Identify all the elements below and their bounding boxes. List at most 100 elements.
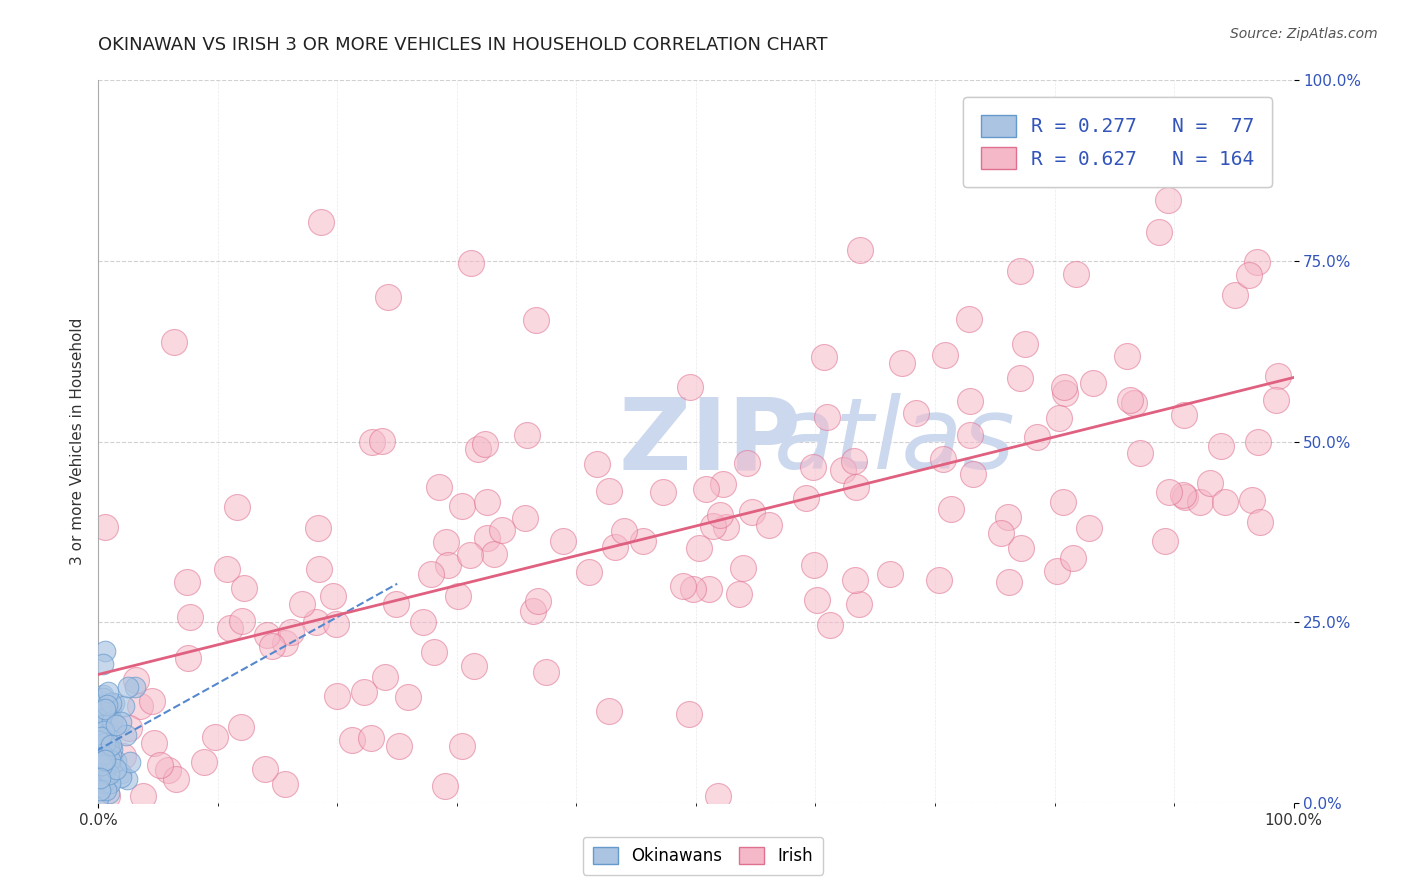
Point: [396, 690, 419, 704]
Point: [1249, 515, 1271, 529]
Text: OKINAWAN VS IRISH 3 OR MORE VEHICLES IN HOUSEHOLD CORRELATION CHART: OKINAWAN VS IRISH 3 OR MORE VEHICLES IN …: [98, 36, 828, 54]
Point: [475, 495, 498, 509]
Point: [260, 640, 283, 654]
Point: [905, 406, 928, 420]
Point: [91, 753, 114, 767]
Point: [141, 694, 163, 708]
Point: [326, 689, 349, 703]
Point: [451, 739, 474, 753]
Point: [233, 581, 256, 595]
Point: [125, 673, 148, 687]
Point: [93, 753, 115, 767]
Point: [697, 582, 720, 596]
Point: [98, 753, 121, 767]
Point: [598, 484, 620, 499]
Point: [325, 616, 347, 631]
Point: [89, 731, 111, 745]
Point: [110, 770, 132, 784]
Point: [360, 731, 382, 745]
Point: [842, 453, 865, 467]
Point: [142, 736, 165, 750]
Point: [93, 766, 115, 780]
Point: [217, 562, 239, 576]
Point: [818, 617, 841, 632]
Point: [120, 755, 142, 769]
Point: [477, 532, 499, 546]
Point: [124, 681, 146, 695]
Point: [796, 491, 818, 505]
Point: [990, 525, 1012, 540]
Point: [91, 758, 114, 772]
Point: [89, 747, 111, 761]
Point: [633, 533, 655, 548]
Point: [1014, 337, 1036, 351]
Point: [928, 573, 950, 587]
Point: [997, 574, 1019, 589]
Point: [91, 723, 114, 737]
Point: [1174, 490, 1197, 504]
Point: [305, 615, 328, 629]
Point: [112, 698, 135, 713]
Point: [98, 725, 121, 739]
Point: [578, 565, 600, 579]
Point: [94, 753, 117, 767]
Point: [939, 501, 962, 516]
Point: [714, 520, 737, 534]
Point: [93, 732, 115, 747]
Point: [256, 628, 278, 642]
Point: [702, 518, 724, 533]
Point: [551, 534, 574, 549]
Point: [98, 787, 121, 801]
Point: [89, 713, 111, 727]
Point: [427, 480, 450, 494]
Point: [1211, 439, 1233, 453]
Point: [176, 574, 198, 589]
Point: [225, 500, 247, 515]
Point: [274, 636, 297, 650]
Point: [460, 255, 482, 269]
Point: [1119, 393, 1142, 408]
Point: [94, 644, 117, 658]
Point: [832, 463, 855, 477]
Point: [91, 657, 114, 671]
Point: [688, 541, 710, 556]
Point: [94, 762, 117, 776]
Point: [959, 428, 981, 442]
Point: [96, 698, 118, 712]
Point: [322, 589, 344, 603]
Point: [678, 706, 700, 721]
Point: [90, 760, 112, 774]
Point: [94, 739, 117, 754]
Point: [879, 566, 901, 581]
Point: [1083, 376, 1105, 391]
Point: [280, 624, 302, 639]
Point: [1154, 533, 1177, 548]
Point: [1267, 368, 1289, 383]
Point: [1010, 370, 1032, 384]
Point: [90, 775, 112, 789]
Point: [513, 510, 536, 524]
Point: [93, 776, 115, 790]
Point: [1246, 435, 1268, 450]
Point: [94, 736, 117, 750]
Point: [93, 774, 115, 789]
Point: [385, 597, 408, 611]
Point: [695, 482, 717, 496]
Point: [93, 702, 115, 716]
Y-axis label: 3 or more Vehicles in Household: 3 or more Vehicles in Household: [69, 318, 84, 566]
Point: [803, 558, 825, 572]
Point: [94, 706, 117, 720]
Point: [522, 604, 544, 618]
Point: [1173, 408, 1195, 422]
Point: [274, 777, 297, 791]
Point: [204, 731, 226, 745]
Point: [848, 597, 870, 611]
Point: [463, 658, 485, 673]
Point: [1053, 385, 1076, 400]
Point: [93, 764, 115, 778]
Point: [94, 782, 117, 797]
Point: [741, 505, 763, 519]
Point: [651, 485, 673, 500]
Point: [1171, 488, 1194, 502]
Point: [1052, 495, 1074, 509]
